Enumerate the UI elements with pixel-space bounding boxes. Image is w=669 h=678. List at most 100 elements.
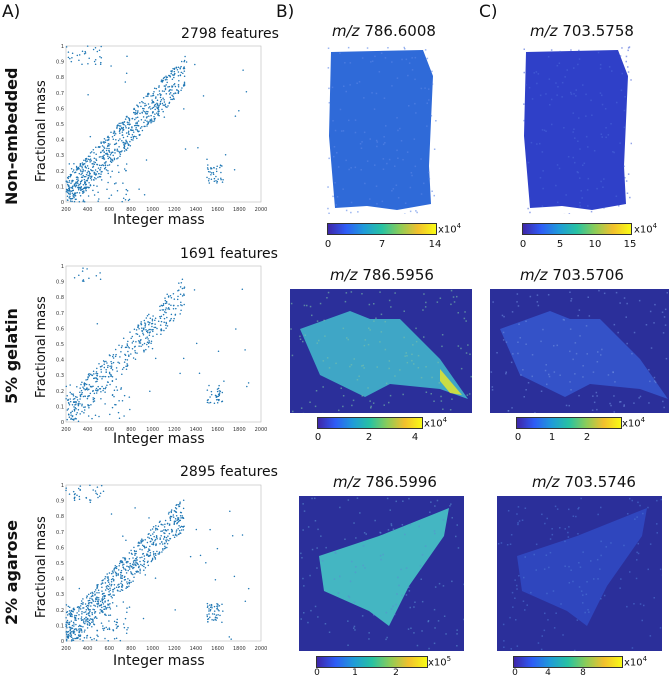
msi-pixel [336, 204, 338, 206]
scatter-point [120, 351, 122, 353]
msi-pixel [654, 597, 656, 599]
msi-pixel [390, 306, 392, 308]
msi-pixel [431, 377, 433, 379]
msi-pixel [390, 509, 392, 511]
scatter-point [174, 83, 176, 85]
scatter-point [112, 381, 114, 383]
scatter-point [244, 349, 246, 351]
colorbar-tick: 0 [315, 432, 321, 443]
scatter-point [84, 631, 86, 633]
scatter-point [156, 112, 158, 114]
scatter-point [93, 373, 95, 375]
scatter-point [101, 598, 103, 600]
scatter-point [73, 169, 75, 171]
scatter-point [79, 387, 81, 389]
scatter-point [156, 328, 158, 330]
scatter-point [139, 557, 141, 559]
scatter-point [73, 625, 75, 627]
x-tick-label: 1800 [233, 427, 246, 433]
scatter-point [129, 409, 131, 411]
scatter-point [213, 167, 215, 169]
msi-pixel [428, 648, 430, 650]
scatter-point [143, 350, 145, 352]
msi-pixel [452, 517, 454, 519]
msi-pixel [610, 405, 612, 407]
scatter-point [135, 117, 137, 119]
msi-pixel [602, 136, 604, 138]
scatter-point [78, 608, 80, 610]
msi-pixel [361, 141, 363, 143]
scatter-point [79, 498, 81, 500]
scatter-point [125, 194, 127, 196]
y-tick-label: 0 [61, 200, 64, 206]
scatter-point [131, 566, 133, 568]
msi-pixel [594, 150, 596, 152]
scatter-point [137, 564, 139, 566]
scatter-point [77, 176, 79, 178]
colorbar-exponent: x104 [622, 416, 645, 429]
scatter-point [140, 542, 142, 544]
scatter-point [169, 93, 171, 95]
scatter-point [70, 401, 72, 403]
colorbar [522, 223, 632, 235]
scatter-point [151, 99, 153, 101]
scatter-point [125, 199, 127, 201]
msi-pixel [456, 645, 458, 647]
scatter-point [104, 600, 106, 602]
colorbar-tick: 15 [624, 239, 637, 250]
msi-pixel [575, 95, 577, 97]
msi-pixel [398, 585, 400, 587]
scatter-point [96, 371, 98, 373]
scatter-point [88, 158, 90, 160]
msi-pixel [596, 392, 598, 394]
scatter-point [80, 188, 82, 190]
msi-pixel [300, 553, 302, 555]
msi-pixel [507, 544, 509, 546]
scatter-point [148, 533, 150, 535]
msi-pixel [616, 102, 618, 104]
msi-pixel [440, 298, 442, 300]
scatter-point [84, 385, 86, 387]
scatter-point [94, 164, 96, 166]
scatter-point [159, 551, 161, 553]
scatter-point [91, 619, 93, 621]
scatter-point [153, 531, 155, 533]
scatter-point [97, 386, 99, 388]
scatter-point [92, 390, 94, 392]
scatter-point [169, 89, 171, 91]
scatter-point [173, 524, 175, 526]
msi-pixel [537, 294, 539, 296]
scatter-point [157, 104, 159, 106]
scatter-point [124, 145, 126, 147]
msi-pixel [626, 343, 628, 345]
scatter-point [74, 493, 76, 495]
scatter-point [88, 278, 90, 280]
scatter-point [79, 165, 81, 167]
scatter-point [175, 308, 177, 310]
scatter-point [126, 346, 128, 348]
scatter-point [126, 629, 128, 631]
scatter-point [116, 587, 118, 589]
y-tick-label: 0.7 [56, 530, 64, 536]
msi-pixel [396, 117, 398, 119]
msi-pixel [621, 47, 623, 49]
scatter-point [179, 503, 181, 505]
scatter-point [65, 631, 67, 633]
scatter-point [100, 156, 102, 158]
scatter-point [145, 567, 147, 569]
scatter-point [73, 190, 75, 192]
scatter-point [120, 640, 122, 642]
scatter-point [69, 493, 71, 495]
scatter-point [109, 164, 111, 166]
scatter-point [169, 102, 171, 104]
scatter-point [76, 185, 78, 187]
scatter-point [77, 183, 79, 185]
msi-pixel [409, 590, 411, 592]
scatter-point [123, 568, 125, 570]
scatter-point [119, 155, 121, 157]
scatter-point [160, 329, 162, 331]
scatter-point [221, 621, 223, 623]
scatter-point [117, 190, 119, 192]
scatter-point [130, 353, 132, 355]
scatter-point [138, 542, 140, 544]
